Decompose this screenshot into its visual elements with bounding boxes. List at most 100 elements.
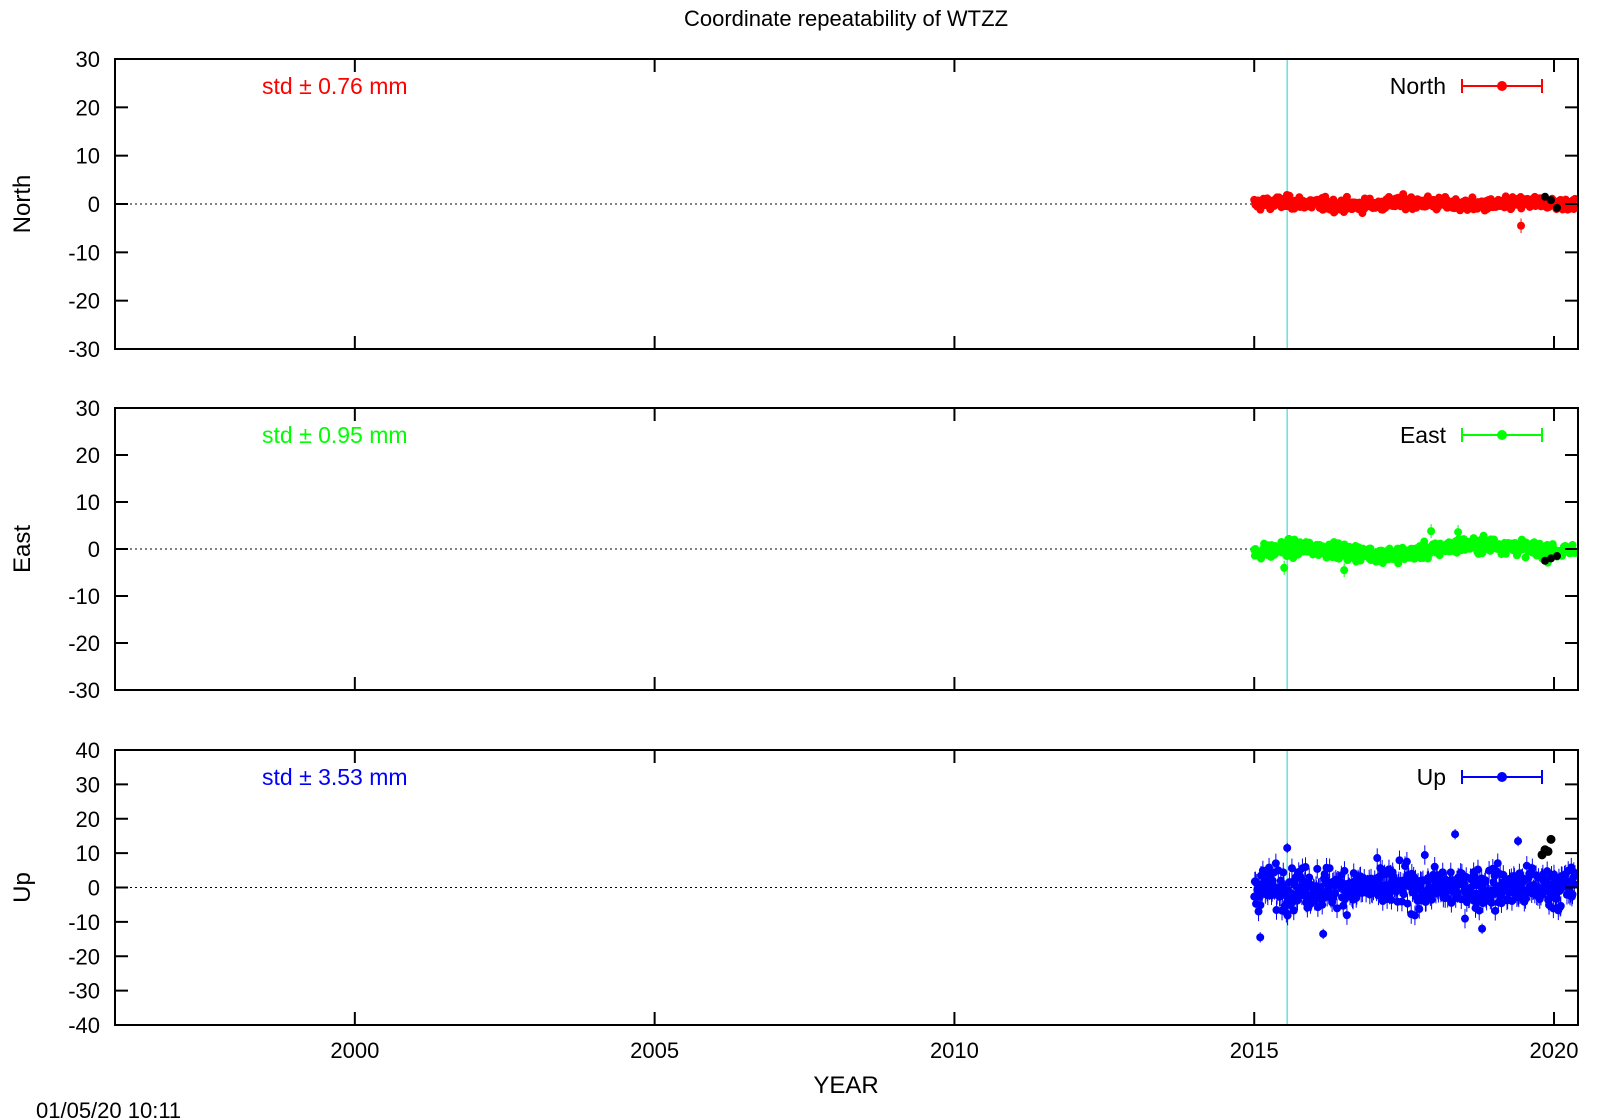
overlay-point: [1547, 196, 1556, 205]
data-point: [1342, 911, 1351, 920]
data-point: [1568, 540, 1577, 549]
data-points-north: [1250, 190, 1580, 233]
y-axis-label-north: North: [9, 175, 36, 234]
std-label-east: std ± 0.95 mm: [262, 422, 408, 448]
panel-east: 30 20 10 0 -10 -20 -30 East std ± 0.95 mm East: [9, 396, 1580, 703]
x-tick-label: 2015: [1230, 1038, 1279, 1063]
data-point: [1501, 549, 1510, 558]
y-tick-label: 0: [88, 876, 100, 901]
y-tick-label: 20: [76, 443, 100, 468]
data-point: [1287, 864, 1296, 873]
legend-marker-east: [1461, 428, 1543, 442]
data-point: [1394, 559, 1403, 568]
legend-label-up: Up: [1417, 764, 1446, 790]
overlay-point: [1541, 192, 1550, 201]
data-point: [1283, 911, 1292, 920]
y-tick-label: 30: [76, 47, 100, 72]
outlier-point: [1454, 528, 1463, 537]
data-point: [1468, 193, 1477, 202]
data-point: [1528, 864, 1537, 873]
data-point: [1318, 900, 1327, 909]
y-tick-label: -30: [68, 337, 100, 362]
data-point: [1475, 906, 1484, 915]
std-label-up: std ± 3.53 mm: [262, 764, 408, 790]
panel-north: 30 20 10 0 -10 -20 -30 North std ± 0.76 mm North: [9, 47, 1580, 362]
y-axis-label-up: Up: [9, 872, 36, 903]
legend-dot: [1497, 772, 1507, 782]
data-points-east: [1250, 524, 1580, 578]
data-point: [1491, 906, 1500, 915]
x-tick-label: 2005: [630, 1038, 679, 1063]
data-point: [1373, 854, 1382, 863]
y-tick-label: 10: [76, 490, 100, 515]
std-label-north: std ± 0.76 mm: [262, 73, 408, 99]
data-point: [1570, 880, 1579, 889]
data-points-up: [1250, 829, 1580, 943]
y-tick-label: 30: [76, 772, 100, 797]
y-tick-label: -30: [68, 979, 100, 1004]
data-point: [1556, 901, 1565, 910]
timestamp-label: 01/05/20 10:11: [36, 1098, 181, 1120]
x-tick-label: 2000: [330, 1038, 379, 1063]
data-point: [1313, 864, 1322, 873]
y-tick-label: 20: [76, 807, 100, 832]
data-point: [1446, 868, 1455, 877]
overlay-point: [1540, 845, 1550, 855]
data-point: [1279, 868, 1288, 877]
data-point: [1521, 553, 1530, 562]
panel-up: 40 30 20 10 0 -10 -20 -30 -40 Up std ± 3.53 mm Up: [9, 738, 1580, 1038]
data-point: [1395, 856, 1404, 865]
overlay-point: [1541, 556, 1550, 565]
outlier-point: [1256, 933, 1265, 942]
data-point: [1387, 895, 1396, 904]
legend-marker-up: [1461, 770, 1543, 784]
legend-label-north: North: [1390, 73, 1446, 99]
chart-title: Coordinate repeatability of WTZZ: [684, 6, 1008, 31]
data-point: [1256, 901, 1265, 910]
outlier-point: [1514, 837, 1523, 846]
y-tick-label: -20: [68, 944, 100, 969]
data-point: [1331, 889, 1340, 898]
data-point: [1402, 857, 1411, 866]
data-point: [1325, 864, 1334, 873]
y-tick-label: -10: [68, 910, 100, 935]
legend-dot: [1497, 430, 1507, 440]
x-axis-label: YEAR: [813, 1072, 878, 1099]
outlier-point: [1427, 527, 1436, 536]
y-tick-label: 0: [88, 537, 100, 562]
outlier-point: [1451, 830, 1460, 839]
legend-dot: [1497, 81, 1507, 91]
data-point: [1403, 899, 1412, 908]
data-point: [1340, 866, 1349, 875]
outlier-point: [1340, 566, 1349, 575]
y-tick-label: -30: [68, 678, 100, 703]
y-tick-label: -20: [68, 631, 100, 656]
data-point: [1438, 868, 1447, 877]
y-tick-label: 20: [76, 95, 100, 120]
data-point: [1415, 905, 1424, 914]
y-tick-label: 40: [76, 738, 100, 763]
y-tick-label: -10: [68, 240, 100, 265]
y-tick-label: -20: [68, 289, 100, 314]
data-point: [1343, 556, 1352, 565]
overlay-point: [1553, 552, 1562, 561]
x-tick-label: 2010: [930, 1038, 979, 1063]
outlier-point: [1478, 924, 1487, 933]
overlay-point: [1553, 203, 1562, 212]
outlier-point: [1280, 563, 1289, 572]
data-point: [1420, 851, 1429, 860]
overlay-point: [1547, 554, 1556, 563]
y-tick-label: 10: [76, 144, 100, 169]
x-tick-label: 2020: [1530, 1038, 1579, 1063]
y-tick-label: -10: [68, 584, 100, 609]
legend-label-east: East: [1400, 422, 1447, 448]
outlier-point: [1319, 929, 1328, 938]
y-tick-label: 30: [76, 396, 100, 421]
data-point: [1301, 863, 1310, 872]
y-tick-label: 10: [76, 841, 100, 866]
y-axis-label-east: East: [9, 525, 36, 573]
data-point: [1305, 873, 1314, 882]
y-tick-label: -40: [68, 1013, 100, 1038]
